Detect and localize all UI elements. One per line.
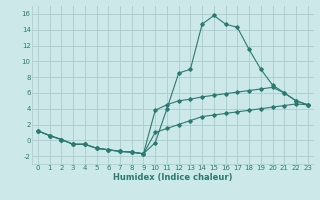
- X-axis label: Humidex (Indice chaleur): Humidex (Indice chaleur): [113, 173, 233, 182]
